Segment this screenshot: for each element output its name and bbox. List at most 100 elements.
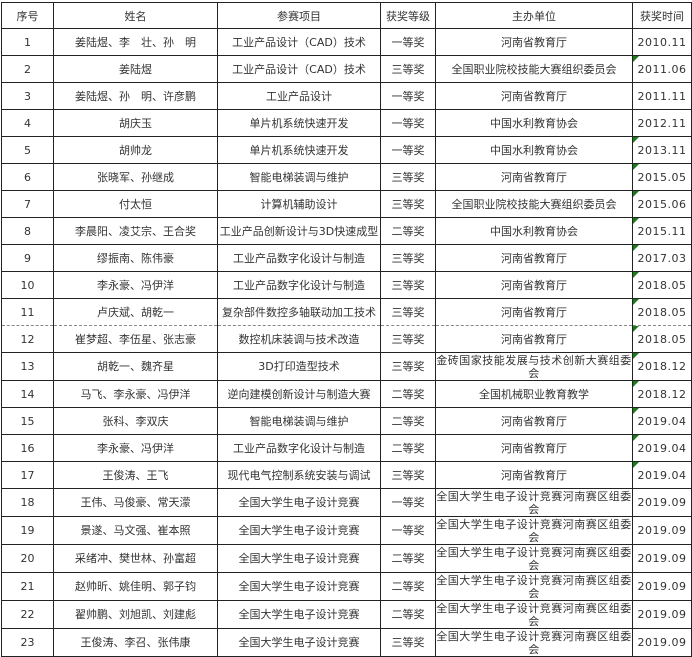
cell-org[interactable]: 金砖国家技能发展与技术创新大赛组委会 [435, 352, 633, 381]
cell-no[interactable]: 16 [1, 434, 54, 462]
cell-level[interactable]: 三等奖 [380, 298, 436, 326]
cell-date[interactable]: 2018.05 [632, 271, 692, 299]
cell-no[interactable]: 18 [1, 488, 54, 517]
cell-names[interactable]: 李永豪、冯伊洋 [53, 271, 218, 299]
cell-date[interactable]: 2012.11 [632, 109, 692, 137]
cell-names[interactable]: 景遂、马文强、崔本照 [53, 516, 218, 545]
cell-no[interactable]: 2 [1, 55, 54, 83]
cell-level[interactable]: 二等奖 [380, 544, 436, 573]
cell-org[interactable]: 河南省教育厅 [435, 271, 633, 299]
cell-date[interactable]: 2011.11 [632, 82, 692, 110]
cell-org[interactable]: 中国水利教育协会 [435, 217, 633, 245]
cell-date[interactable]: 2013.11 [632, 136, 692, 164]
cell-project[interactable]: 单片机系统快速开发 [217, 109, 381, 137]
cell-names[interactable]: 赵帅昕、姚佳明、郭子钧 [53, 572, 218, 601]
cell-date[interactable]: 2019.04 [632, 461, 692, 489]
cell-date[interactable]: 2011.06 [632, 55, 692, 83]
cell-org[interactable]: 中国水利教育协会 [435, 136, 633, 164]
cell-project[interactable]: 智能电梯装调与维护 [217, 407, 381, 435]
cell-level[interactable]: 一等奖 [380, 516, 436, 545]
cell-project[interactable]: 复杂部件数控多轴联动加工技术 [217, 298, 381, 326]
cell-org[interactable]: 河南省教育厅 [435, 407, 633, 435]
cell-no[interactable]: 10 [1, 271, 54, 299]
cell-no[interactable]: 14 [1, 380, 54, 408]
cell-no[interactable]: 1 [1, 28, 54, 56]
cell-level[interactable]: 二等奖 [380, 572, 436, 601]
cell-names[interactable]: 胡庆玉 [53, 109, 218, 137]
cell-org[interactable]: 河南省教育厅 [435, 434, 633, 462]
cell-level[interactable]: 一等奖 [380, 136, 436, 164]
cell-names[interactable]: 王伟、马俊豪、常天濛 [53, 488, 218, 517]
cell-date[interactable]: 2018.12 [632, 380, 692, 408]
cell-org[interactable]: 全国职业院校技能大赛组织委员会 [435, 190, 633, 218]
cell-no[interactable]: 15 [1, 407, 54, 435]
cell-org[interactable]: 全国大学生电子设计竞赛河南赛区组委会 [435, 544, 633, 573]
cell-org[interactable]: 全国大学生电子设计竞赛河南赛区组委会 [435, 516, 633, 545]
cell-level[interactable]: 一等奖 [380, 109, 436, 137]
cell-project[interactable]: 全国大学生电子设计竞赛 [217, 516, 381, 545]
cell-org[interactable]: 河南省教育厅 [435, 325, 633, 353]
cell-project[interactable]: 智能电梯装调与维护 [217, 163, 381, 191]
cell-level[interactable]: 一等奖 [380, 28, 436, 56]
cell-no[interactable]: 3 [1, 82, 54, 110]
cell-project[interactable]: 工业产品数字化设计与制造 [217, 434, 381, 462]
cell-names[interactable]: 缪振南、陈伟豪 [53, 244, 218, 272]
cell-date[interactable]: 2019.09 [632, 544, 692, 573]
cell-no[interactable]: 13 [1, 352, 54, 381]
cell-project[interactable]: 3D打印造型技术 [217, 352, 381, 381]
cell-names[interactable]: 李永豪、冯伊洋 [53, 434, 218, 462]
cell-names[interactable]: 张晓军、孙继成 [53, 163, 218, 191]
cell-names[interactable]: 付太恒 [53, 190, 218, 218]
cell-date[interactable]: 2019.09 [632, 600, 692, 629]
cell-date[interactable]: 2018.12 [632, 352, 692, 381]
cell-level[interactable]: 三等奖 [380, 55, 436, 83]
cell-level[interactable]: 三等奖 [380, 190, 436, 218]
cell-project[interactable]: 逆向建模创新设计与制造大赛 [217, 380, 381, 408]
cell-names[interactable]: 姜陆煜 [53, 55, 218, 83]
cell-project[interactable]: 工业产品数字化设计与制造 [217, 244, 381, 272]
cell-no[interactable]: 19 [1, 516, 54, 545]
cell-no[interactable]: 20 [1, 544, 54, 573]
cell-level[interactable]: 三等奖 [380, 325, 436, 353]
cell-names[interactable]: 翟帅鹏、刘旭凯、刘建彪 [53, 600, 218, 629]
cell-no[interactable]: 8 [1, 217, 54, 245]
cell-names[interactable]: 张科、李双庆 [53, 407, 218, 435]
cell-org[interactable]: 全国大学生电子设计竞赛河南赛区组委会 [435, 628, 633, 657]
cell-org[interactable]: 河南省教育厅 [435, 28, 633, 56]
cell-project[interactable]: 全国大学生电子设计竞赛 [217, 488, 381, 517]
cell-names[interactable]: 马飞、李永豪、冯伊洋 [53, 380, 218, 408]
cell-level[interactable]: 一等奖 [380, 488, 436, 517]
cell-date[interactable]: 2018.05 [632, 325, 692, 353]
cell-level[interactable]: 二等奖 [380, 217, 436, 245]
cell-no[interactable]: 6 [1, 163, 54, 191]
cell-names[interactable]: 胡乾一、魏齐星 [53, 352, 218, 381]
cell-level[interactable]: 一等奖 [380, 82, 436, 110]
cell-level[interactable]: 三等奖 [380, 352, 436, 381]
cell-names[interactable]: 姜陆煜、李 壮、孙 明 [53, 28, 218, 56]
cell-no[interactable]: 17 [1, 461, 54, 489]
cell-project[interactable]: 工业产品设计 [217, 82, 381, 110]
cell-org[interactable]: 全国职业院校技能大赛组织委员会 [435, 55, 633, 83]
cell-date[interactable]: 2019.04 [632, 434, 692, 462]
cell-date[interactable]: 2018.05 [632, 298, 692, 326]
cell-no[interactable]: 11 [1, 298, 54, 326]
cell-org[interactable]: 全国大学生电子设计竞赛河南赛区组委会 [435, 488, 633, 517]
cell-level[interactable]: 三等奖 [380, 163, 436, 191]
cell-names[interactable]: 王俊涛、王飞 [53, 461, 218, 489]
cell-level[interactable]: 二等奖 [380, 380, 436, 408]
cell-names[interactable]: 胡帅龙 [53, 136, 218, 164]
cell-project[interactable]: 工业产品数字化设计与制造 [217, 271, 381, 299]
cell-names[interactable]: 姜陆煜、孙 明、许彦鹏 [53, 82, 218, 110]
cell-names[interactable]: 李晨阳、凌艾宗、王合奖 [53, 217, 218, 245]
cell-date[interactable]: 2015.11 [632, 217, 692, 245]
cell-level[interactable]: 三等奖 [380, 461, 436, 489]
cell-date[interactable]: 2015.05 [632, 163, 692, 191]
cell-no[interactable]: 4 [1, 109, 54, 137]
cell-project[interactable]: 工业产品设计（CAD）技术 [217, 55, 381, 83]
cell-project[interactable]: 现代电气控制系统安装与调试 [217, 461, 381, 489]
cell-org[interactable]: 全国大学生电子设计竞赛河南赛区组委会 [435, 572, 633, 601]
cell-no[interactable]: 23 [1, 628, 54, 657]
cell-org[interactable]: 河南省教育厅 [435, 244, 633, 272]
cell-org[interactable]: 河南省教育厅 [435, 461, 633, 489]
cell-date[interactable]: 2017.03 [632, 244, 692, 272]
